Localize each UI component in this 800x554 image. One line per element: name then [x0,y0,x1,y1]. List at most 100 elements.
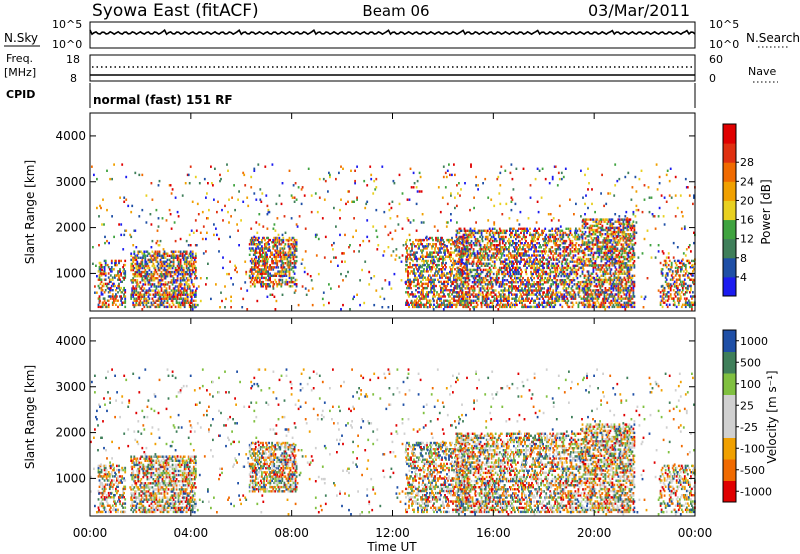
radar-cell [548,248,551,251]
radar-cell [547,254,550,257]
radar-cell [252,243,255,246]
radar-cell [587,239,590,242]
radar-cell [545,250,548,253]
radar-cell [609,224,612,228]
radar-cell [190,299,193,302]
radar-cell [504,258,507,261]
radar-cell [124,263,127,267]
radar-cell [598,293,601,296]
radar-cell [569,227,572,230]
radar-cell [450,268,452,271]
radar-cell [447,276,449,279]
radar-cell [133,256,136,259]
radar-cell [586,295,589,298]
radar-cell [292,280,295,284]
radar-cell [503,279,506,282]
radar-cell [514,248,516,251]
radar-cell [261,283,263,286]
radar-cell [152,262,155,266]
radar-cell [512,250,514,253]
radar-cell [555,285,558,288]
radar-cell [609,220,612,223]
radar-cell [480,262,483,265]
radar-cell [462,254,465,257]
radar-cell [601,289,604,292]
radar-cell [130,262,133,266]
radar-cell [511,289,513,292]
radar-cell [609,222,612,225]
radar-cell [141,264,144,268]
radar-cell [568,283,571,286]
radar-cell [515,244,517,247]
radar-cell [584,280,587,284]
radar-cell [275,251,278,254]
radar-cell [295,238,298,242]
radar-cell [566,276,569,280]
radar-cell [550,258,553,261]
radar-cell [162,256,165,259]
radar-cell [478,274,481,278]
radar-cell [267,283,269,286]
radar-cell [547,281,550,284]
radar-cell [595,222,598,225]
radar-cell [565,254,568,257]
radar-cell [417,243,419,246]
radar-cell [441,261,443,265]
radar-cell [425,286,427,290]
radar-cell [449,299,451,302]
radar-cell [569,260,572,263]
radar-cell [143,293,146,296]
radar-cell [567,291,570,294]
radar-cell [461,283,464,286]
radar-cell [450,253,452,256]
radar-cell [488,266,491,270]
radar-cell [587,289,590,292]
radar-cell [618,262,621,265]
radar-cell [168,254,171,257]
radar-cell [165,270,168,274]
radar-cell [591,299,594,302]
radar-cell [453,303,455,306]
radar-cell [601,224,604,228]
radar-cell [186,287,189,290]
radar-cell [561,295,564,298]
radar-cell [537,289,539,292]
radar-cell [471,229,474,232]
radar-cell [521,270,523,274]
radar-cell [423,263,425,267]
radar-cell [282,262,285,265]
radar-cell [530,305,532,309]
radar-cell [184,273,187,276]
radar-cell [461,299,464,302]
radar-cell [523,283,525,286]
radar-cell [578,266,581,270]
radar-cell [459,289,462,292]
radar-cell [513,281,515,284]
radar-cell [451,293,453,296]
radar-cell [189,291,192,294]
radar-cell [506,262,509,265]
radar-cell [146,262,149,266]
radar-cell [609,278,612,282]
radar-cell [593,301,596,304]
radar-cell [456,246,459,249]
radar-cell [271,262,273,265]
radar-cell [103,278,106,281]
radar-cell [541,276,543,280]
radar-cell [619,237,622,240]
radar-cell [141,301,144,304]
radar-cell [550,279,553,282]
radar-cell [495,276,498,280]
radar-cell [589,235,592,238]
radar-cell [458,299,461,302]
radar-cell [288,247,291,250]
radar-cell [438,259,440,263]
radar-cell [543,270,545,274]
radar-cell [501,279,504,282]
radar-cell [409,261,411,265]
radar-cell [450,255,452,258]
radar-cell [459,255,461,258]
radar-cell [134,262,137,266]
radar-cell [405,243,407,246]
radar-cell [176,297,179,300]
